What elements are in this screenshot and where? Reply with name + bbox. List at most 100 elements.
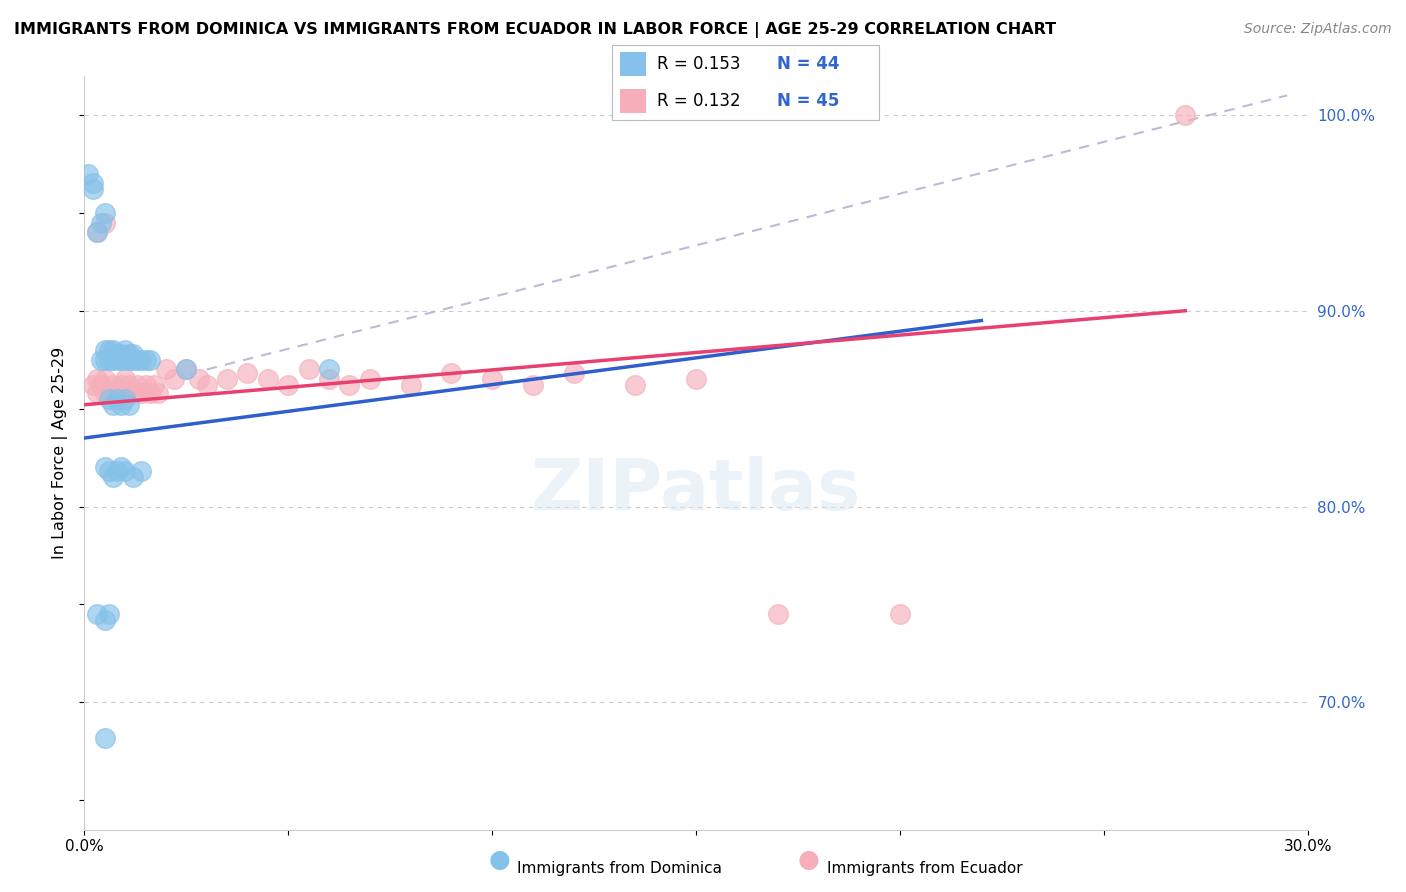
Y-axis label: In Labor Force | Age 25-29: In Labor Force | Age 25-29: [52, 347, 69, 558]
Point: [131, 386, 153, 401]
Point: [118, 398, 141, 412]
Point: [399, 378, 422, 392]
Point: [624, 378, 647, 392]
Point: [440, 367, 463, 381]
Point: [105, 352, 128, 367]
Point: [110, 347, 132, 361]
Point: [236, 367, 259, 381]
Point: [562, 367, 585, 381]
Point: [105, 386, 128, 401]
Point: [138, 352, 160, 367]
Point: [93, 460, 115, 475]
Point: [685, 372, 707, 386]
Point: [82, 182, 104, 196]
Point: [481, 372, 503, 386]
Text: ZIPatlas: ZIPatlas: [531, 456, 860, 524]
Point: [142, 378, 165, 392]
Point: [135, 378, 157, 392]
Point: [105, 392, 128, 406]
Point: [1174, 108, 1197, 122]
Point: [127, 352, 149, 367]
Point: [114, 372, 136, 386]
Point: [101, 378, 124, 392]
Point: [86, 226, 108, 240]
Text: ●: ●: [797, 848, 820, 872]
Point: [766, 607, 789, 622]
Bar: [620, 52, 647, 77]
Point: [86, 226, 108, 240]
Point: [93, 216, 115, 230]
Text: Source: ZipAtlas.com: Source: ZipAtlas.com: [1244, 22, 1392, 37]
Point: [97, 464, 120, 478]
Point: [114, 352, 136, 367]
Point: [277, 378, 299, 392]
Point: [93, 613, 115, 627]
Point: [93, 386, 115, 401]
Text: R = 0.153: R = 0.153: [657, 55, 741, 73]
Point: [97, 392, 120, 406]
Text: R = 0.132: R = 0.132: [657, 92, 741, 110]
Point: [118, 352, 141, 367]
Point: [93, 343, 115, 357]
Point: [90, 216, 112, 230]
Point: [522, 378, 544, 392]
Point: [82, 378, 104, 392]
Point: [86, 607, 108, 622]
Point: [90, 378, 112, 392]
Point: [127, 378, 149, 392]
Text: Immigrants from Dominica: Immigrants from Dominica: [517, 861, 723, 876]
Point: [97, 607, 120, 622]
Point: [114, 392, 136, 406]
Point: [257, 372, 280, 386]
Point: [118, 378, 141, 392]
Point: [339, 378, 361, 392]
Point: [187, 372, 209, 386]
Point: [86, 372, 108, 386]
Text: IMMIGRANTS FROM DOMINICA VS IMMIGRANTS FROM ECUADOR IN LABOR FORCE | AGE 25-29 C: IMMIGRANTS FROM DOMINICA VS IMMIGRANTS F…: [14, 22, 1056, 38]
Point: [163, 372, 186, 386]
Point: [110, 378, 132, 392]
Point: [93, 372, 115, 386]
Point: [131, 352, 153, 367]
Point: [298, 362, 321, 376]
Point: [93, 352, 115, 367]
Point: [122, 470, 145, 484]
Point: [97, 386, 120, 401]
Point: [146, 386, 169, 401]
Point: [93, 206, 115, 220]
Text: N = 45: N = 45: [778, 92, 839, 110]
Text: Immigrants from Ecuador: Immigrants from Ecuador: [827, 861, 1022, 876]
Point: [101, 398, 124, 412]
Point: [97, 343, 120, 357]
Point: [122, 347, 145, 361]
Point: [122, 386, 145, 401]
Point: [131, 464, 153, 478]
Point: [101, 470, 124, 484]
Point: [318, 362, 340, 376]
Point: [889, 607, 911, 622]
Point: [174, 362, 197, 376]
Point: [105, 464, 128, 478]
Point: [138, 386, 160, 401]
Point: [101, 343, 124, 357]
Point: [217, 372, 239, 386]
Point: [110, 398, 132, 412]
Point: [318, 372, 340, 386]
Text: N = 44: N = 44: [778, 55, 839, 73]
Point: [195, 378, 218, 392]
Point: [110, 460, 132, 475]
Point: [114, 464, 136, 478]
Point: [101, 352, 124, 367]
Text: ●: ●: [488, 848, 510, 872]
Point: [122, 352, 145, 367]
Point: [135, 352, 157, 367]
Point: [97, 352, 120, 367]
Point: [86, 386, 108, 401]
Point: [174, 362, 197, 376]
Point: [105, 347, 128, 361]
Point: [359, 372, 381, 386]
Point: [90, 352, 112, 367]
Point: [82, 177, 104, 191]
Point: [118, 347, 141, 361]
Bar: [620, 88, 647, 112]
